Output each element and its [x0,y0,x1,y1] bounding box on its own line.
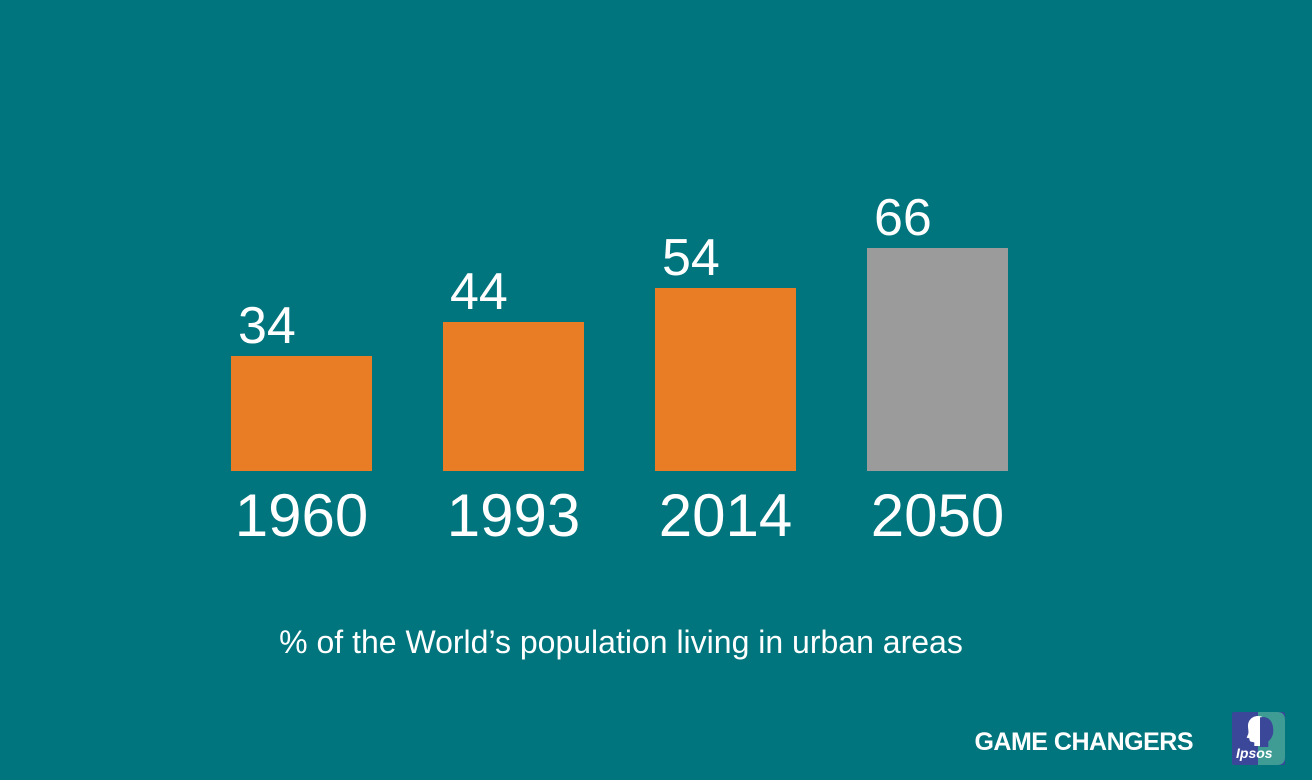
logo-wordmark: Ipsos [1236,745,1273,761]
bar [655,288,796,471]
bar [867,248,1008,471]
bar-category-label: 2014 [658,482,793,549]
footer-tagline: GAME CHANGERS [974,728,1193,756]
ipsos-logo: Ipsos [1232,712,1285,765]
bar-value-label: 34 [238,297,296,356]
bar-value-label: 54 [662,229,720,288]
bar-group-1993: 44 1993 [443,265,584,550]
bar-group-1960: 34 1960 [231,299,372,550]
person-profile-shadow-icon [1260,717,1274,747]
bar-value-label: 44 [450,263,508,322]
bar-value-label: 66 [874,189,932,248]
chart-caption: % of the World’s population living in ur… [279,624,963,660]
bar-category-label: 1993 [446,482,581,549]
bar-group-2014: 54 2014 [655,231,796,550]
bar-category-label: 2050 [870,482,1005,549]
bar [443,322,584,471]
bar-group-2050: 66 2050 [867,191,1008,550]
ipsos-logo-square: Ipsos [1232,712,1285,765]
bar-category-label: 1960 [234,482,369,549]
bar [231,356,372,471]
bar-chart: 34 1960 44 1993 54 2014 66 2050 [231,191,1008,550]
